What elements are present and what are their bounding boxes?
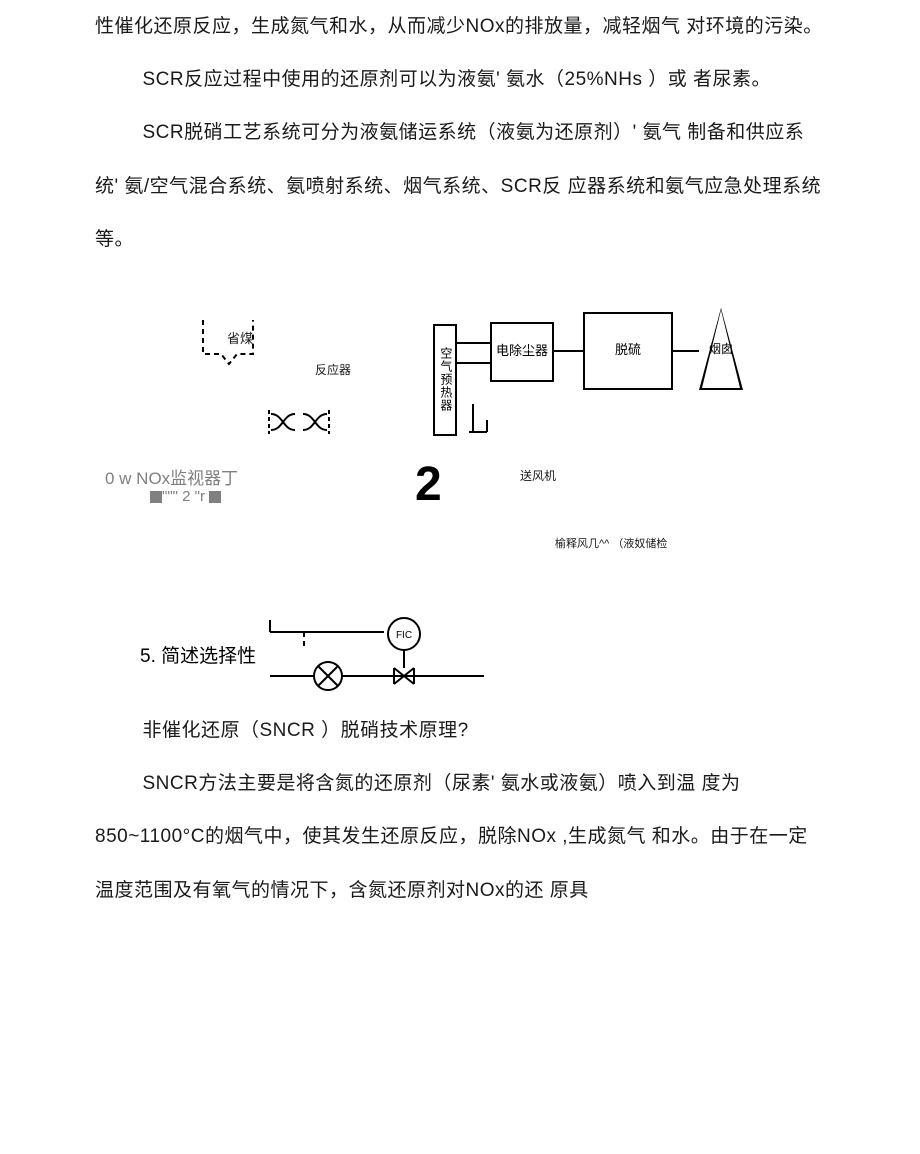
fic-diagram-icon: FIC — [264, 616, 494, 694]
misc-quotes-label: """ 2 "r — [150, 488, 221, 505]
economizer-label: 省煤 — [227, 328, 253, 347]
square-glyph-icon — [150, 491, 162, 503]
square-glyph-icon — [209, 491, 221, 503]
stack-label: 烟囱 — [708, 340, 734, 357]
air-preheater-label: 空气预热器 — [438, 347, 452, 412]
fgd-box: 脱硫 — [583, 312, 673, 390]
fan-label: 送风机 — [520, 467, 556, 484]
question-5-row: 5. 简述选择性 FIC — [95, 616, 825, 694]
air-preheater-box: 空气预热器 — [433, 324, 457, 436]
reactor-label: 反应器 — [315, 361, 351, 378]
big-2-glyph: 2 — [415, 457, 442, 512]
connector — [457, 362, 490, 364]
esp-label: 电除尘器 — [496, 344, 548, 359]
paragraph-2: SCR反应过程中使用的还原剂可以为液氨' 氨水（25%NHs ）或 者尿素。 — [95, 53, 825, 106]
stack-icon: 烟囱 — [699, 308, 743, 390]
dilution-label: 榆释风几^^ （液奴储检 — [555, 535, 667, 551]
connector — [554, 350, 583, 352]
duct-icon — [467, 402, 497, 440]
connector — [673, 350, 699, 352]
paragraph-5: SNCR方法主要是将含氮的还原剂（尿素' 氨水或液氨）喷入到温 度为850~11… — [95, 757, 825, 917]
bend-icon — [265, 400, 335, 446]
question-5-lead: 5. 简述选择性 — [95, 641, 256, 668]
nox-monitor-label: 0 w NOx监视器丁 — [105, 464, 238, 489]
fic-mini-diagram: FIC — [264, 616, 494, 694]
paragraph-3: SCR脱硝工艺系统可分为液氨储运系统（液氨为还原剂）' 氨气 制备和供应系统' … — [95, 106, 825, 266]
fgd-label: 脱硫 — [615, 343, 641, 358]
connector — [457, 342, 490, 344]
paragraph-1: 性催化还原反应，生成氮气和水，从而减少NOx的排放量，减轻烟气 对环境的污染。 — [95, 0, 825, 53]
scr-flow-diagram: 省煤 反应器 空气预热器 电除尘器 脱硫 烟囱 0 w NOx监视器丁 """ … — [95, 284, 825, 614]
fic-label: FIC — [396, 630, 412, 641]
esp-box: 电除尘器 — [490, 322, 554, 382]
question-5-rest: 非催化还原（SNCR ）脱硝技术原理? — [95, 704, 825, 757]
